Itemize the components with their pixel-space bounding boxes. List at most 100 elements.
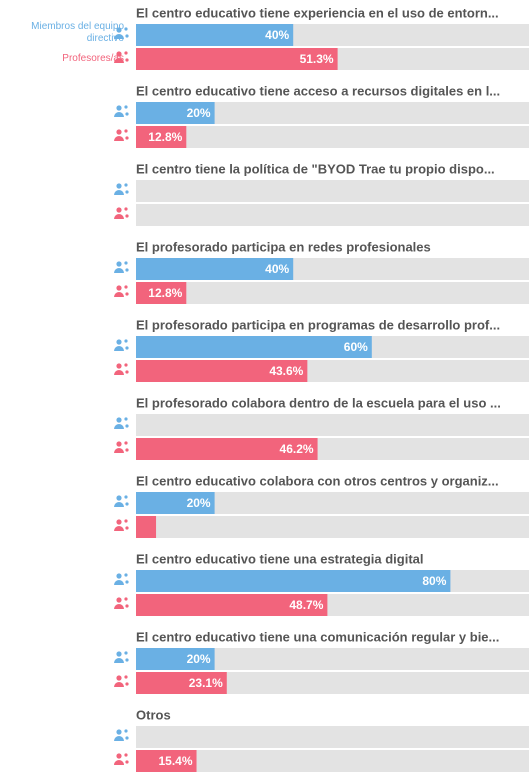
category-title: El centro educativo colabora con otros c… (136, 473, 499, 488)
bar-track (136, 282, 529, 304)
icon (116, 261, 122, 267)
icon (125, 658, 129, 662)
bar (136, 594, 328, 616)
icon (114, 604, 124, 609)
value-label: 40% (265, 262, 289, 276)
icon (125, 190, 129, 194)
value-label: 20% (187, 652, 211, 666)
icon (116, 339, 122, 345)
value-label: 43.6% (269, 364, 303, 378)
icon (114, 580, 124, 585)
legend-entry: Profesores/as (62, 53, 124, 64)
bar-track (136, 126, 529, 148)
icon (116, 495, 122, 501)
icon (114, 736, 124, 741)
icon (124, 285, 128, 289)
bar (136, 360, 308, 382)
icon (124, 573, 128, 577)
value-label: 40% (265, 28, 289, 42)
icon (116, 363, 122, 369)
icon (124, 597, 128, 601)
category-title: El centro educativo tiene acceso a recur… (136, 83, 500, 98)
bar (136, 102, 215, 124)
icon (125, 760, 129, 764)
icon (124, 675, 128, 679)
bar-track (136, 204, 529, 226)
bar (136, 570, 451, 592)
bar-track (136, 180, 529, 202)
bar (136, 492, 215, 514)
icon (114, 502, 124, 507)
icon (124, 261, 128, 265)
icon (124, 729, 128, 733)
bar-track (136, 726, 529, 748)
category-title: El centro educativo tiene una estrategia… (136, 551, 424, 566)
icon (116, 51, 122, 57)
bar (136, 126, 187, 148)
value-label: 12.8% (148, 286, 182, 300)
category-title: El profesorado participa en redes profes… (136, 239, 431, 254)
bar (136, 516, 157, 538)
icon (114, 448, 124, 453)
bar (136, 648, 215, 670)
bar (136, 24, 294, 46)
icon (124, 207, 128, 211)
icon (125, 736, 129, 740)
icon (114, 682, 124, 687)
value-label: 15.4% (158, 754, 192, 768)
icon (124, 651, 128, 655)
icon (116, 417, 122, 423)
icon (114, 526, 124, 531)
icon (116, 753, 122, 759)
legend-entry: Miembros del equipo directivo (31, 21, 124, 44)
icon (116, 105, 122, 111)
bar-track (136, 672, 529, 694)
bar (136, 336, 372, 358)
icon (116, 207, 122, 213)
icon (125, 214, 129, 218)
category-title: El profesorado colabora dentro de la esc… (136, 395, 501, 410)
icon (125, 136, 129, 140)
icon (125, 58, 129, 62)
value-label: 46.2% (280, 442, 314, 456)
icon (124, 27, 128, 31)
icon (124, 105, 128, 109)
bar (136, 438, 318, 460)
bar-track (136, 102, 529, 124)
bar (136, 48, 338, 70)
icon (114, 658, 124, 663)
bar-track (136, 750, 529, 772)
icon (124, 753, 128, 757)
icon (125, 34, 129, 38)
bar-track (136, 492, 529, 514)
icon (114, 34, 124, 39)
icon (114, 136, 124, 141)
value-label: 23.1% (189, 676, 223, 690)
icon (116, 441, 122, 447)
bar-track (136, 648, 529, 670)
icon (125, 604, 129, 608)
icon (125, 346, 129, 350)
icon (116, 597, 122, 603)
icon (124, 417, 128, 421)
icon (116, 573, 122, 579)
bar-track (136, 516, 529, 538)
bar (136, 750, 197, 772)
icon (114, 346, 124, 351)
category-title: El centro tiene la política de "BYOD Tra… (136, 161, 495, 176)
icon (125, 370, 129, 374)
icon (116, 285, 122, 291)
icon (124, 441, 128, 445)
icon (114, 424, 124, 429)
value-label: 48.7% (289, 598, 323, 612)
icon (124, 519, 128, 523)
bar (136, 258, 294, 280)
icon (124, 129, 128, 133)
icon (114, 190, 124, 195)
icon (114, 292, 124, 297)
category-title: El centro educativo tiene experiencia en… (136, 5, 499, 20)
icon (116, 729, 122, 735)
icon (116, 183, 122, 189)
